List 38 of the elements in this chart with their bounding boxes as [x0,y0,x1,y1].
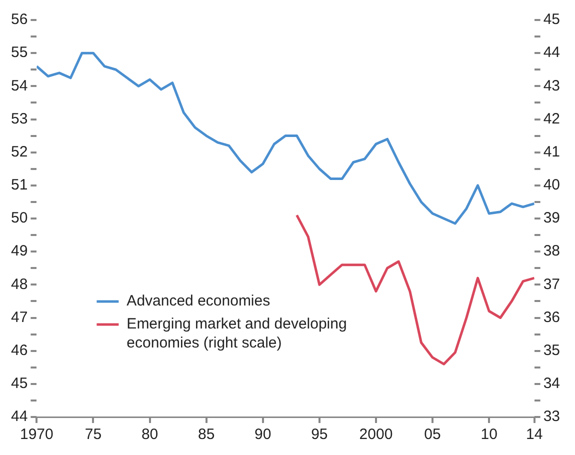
x-tick-label: 10 [480,426,498,444]
y2-tick-label: 34 [543,375,560,392]
y2-tick-label: 33 [543,408,560,426]
legend-label: Advanced economies [126,292,270,310]
y-tick-label: 44 [10,408,28,426]
y2-tick-label: 41 [543,143,560,160]
y2-tick-label: 35 [543,342,560,359]
y-tick-label: 47 [10,308,28,326]
y2-tick-label: 36 [543,308,560,326]
y-tick-label: 51 [10,176,28,194]
y-tick-label: 46 [10,342,28,359]
y2-tick-label: 37 [543,276,560,293]
y-tick-label: 56 [10,11,28,28]
y2-tick-label: 45 [543,11,560,28]
x-tick-label: 80 [141,426,158,444]
x-tick-label: 1970 [20,426,54,444]
y-tick-label: 54 [10,77,28,94]
y-tick-label: 48 [10,276,28,293]
y-tick-label: 53 [10,110,28,128]
x-tick-label: 95 [311,426,328,444]
x-tick-label: 85 [198,426,215,444]
y-tick-label: 49 [10,242,28,260]
y2-tick-label: 40 [543,176,560,194]
y-tick-label: 45 [10,375,28,392]
x-tick-label: 75 [84,426,102,444]
y-tick-label: 52 [10,143,28,160]
x-tick-label: 14 [526,426,543,444]
legend-label: Emerging market and developing economies (right scale) [126,316,347,352]
y-tick-label: 50 [10,210,28,227]
x-tick-label: 05 [424,426,441,444]
y2-tick-label: 38 [543,242,560,260]
x-tick-label: 90 [254,426,272,444]
y2-tick-label: 44 [543,44,560,62]
y2-tick-label: 42 [543,110,560,128]
y2-tick-label: 39 [543,210,560,227]
x-tick-label: 2000 [359,426,393,444]
y-tick-label: 55 [10,44,28,62]
y2-tick-label: 43 [543,77,560,94]
